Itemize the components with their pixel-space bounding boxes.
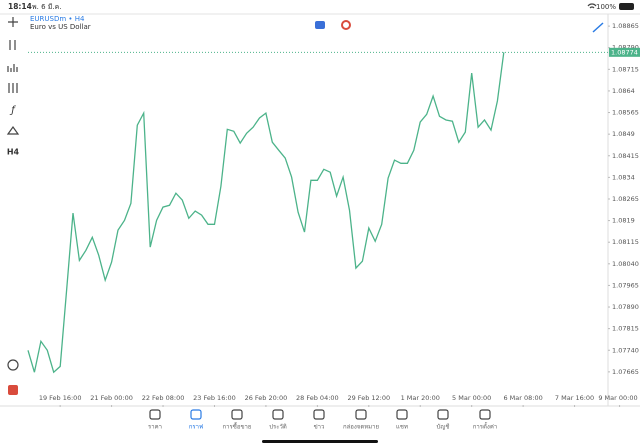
bottom-nav: ราคา กราฟ การซื้อขาย ประวัติ ข่าว กล่องจดหมาย… — [148, 409, 497, 431]
nav-label[interactable]: ราคา — [148, 424, 162, 431]
x-tick-label: 28 Feb 04:00 — [296, 394, 339, 402]
trade-button[interactable] — [8, 385, 18, 395]
history-tool[interactable] — [7, 359, 19, 371]
price-line — [27, 52, 505, 374]
symbol-description: Euro vs US Dollar — [30, 23, 91, 31]
left-toolbar: ƒ H4 — [6, 17, 20, 395]
nav-icon[interactable] — [149, 409, 161, 420]
wifi-icon — [587, 3, 597, 9]
status-time: 18:14 — [8, 2, 32, 11]
nav-icon[interactable] — [313, 409, 325, 420]
x-tick-label: 9 Mar 00:00 — [598, 394, 637, 402]
y-tick-label: 1.08865 — [612, 22, 639, 30]
y-tick-label: 1.08790 — [612, 44, 639, 52]
x-tick-label: 7 Mar 16:00 — [555, 394, 594, 402]
nav-label[interactable]: ข่าว — [314, 424, 325, 431]
y-tick-label: 1.07740 — [612, 346, 639, 354]
x-tick-label: 6 Mar 08:00 — [503, 394, 542, 402]
y-tick-label: 1.0849 — [612, 130, 635, 138]
nav-label[interactable]: บัญชี — [437, 423, 450, 431]
y-tick-label: 1.08040 — [612, 260, 639, 268]
nav-label[interactable]: กล่องจดหมาย — [343, 424, 379, 431]
nav-icon[interactable] — [272, 409, 284, 420]
y-tick-label: 1.08415 — [612, 152, 639, 160]
y-tick-label: 1.08715 — [612, 65, 639, 73]
settings-tool[interactable] — [8, 83, 18, 93]
trade-icon[interactable] — [341, 20, 351, 30]
nav-label[interactable]: แชท — [396, 424, 408, 431]
nav-icon[interactable] — [437, 409, 449, 420]
objects-tool[interactable] — [6, 125, 20, 135]
nav-icon[interactable] — [396, 409, 408, 420]
y-tick-label: 1.07815 — [612, 325, 639, 333]
x-tick-label: 23 Feb 16:00 — [193, 394, 236, 402]
x-tick-label: 22 Feb 08:00 — [142, 394, 185, 402]
symbol-name[interactable]: EURUSDm • H4 — [30, 15, 85, 23]
y-tick-label: 1.07890 — [612, 303, 639, 311]
y-tick-label: 1.08115 — [612, 238, 639, 246]
x-tick-label: 26 Feb 20:00 — [245, 394, 288, 402]
nav-icon[interactable] — [190, 409, 202, 420]
y-tick-label: 1.07965 — [612, 281, 639, 289]
y-tick-label: 1.0834 — [612, 173, 635, 181]
y-tick-label: 1.0819 — [612, 217, 635, 225]
x-tick-label: 19 Feb 16:00 — [39, 394, 82, 402]
nav-label[interactable]: การตั้งค่า — [473, 421, 497, 431]
x-tick-label: 5 Mar 00:00 — [452, 394, 491, 402]
y-tick-label: 1.0864 — [612, 87, 635, 95]
indicators-tool[interactable] — [7, 64, 18, 72]
crosshair-tool[interactable] — [8, 17, 18, 27]
battery-icon — [619, 3, 634, 10]
last-price-box — [609, 47, 640, 57]
chart-type-tool[interactable] — [9, 40, 16, 50]
x-tick-label: 29 Feb 12:00 — [347, 394, 390, 402]
nav-label[interactable]: การซื้อขาย — [223, 421, 252, 431]
toggle-icon[interactable] — [315, 21, 325, 29]
function-tool[interactable]: ƒ — [9, 105, 16, 116]
status-battery: 100% — [596, 3, 616, 11]
y-tick-label: 1.08565 — [612, 109, 639, 117]
x-tick-label: 21 Feb 00:00 — [90, 394, 133, 402]
home-indicator — [262, 440, 378, 443]
nav-label[interactable]: กราฟ — [189, 424, 203, 431]
y-tick-label: 1.07665 — [612, 368, 639, 376]
last-price-label: 1.08774 — [611, 48, 638, 56]
timeframe[interactable]: H4 — [7, 148, 20, 157]
status-date: พ. 6 มี.ค. — [32, 3, 62, 11]
nav-icon[interactable] — [479, 409, 491, 420]
nav-icon[interactable] — [231, 409, 243, 420]
nav-icon[interactable] — [355, 409, 367, 420]
draw-tool[interactable] — [592, 22, 604, 33]
x-tick-label: 1 Mar 20:00 — [401, 394, 440, 402]
nav-label[interactable]: ประวัติ — [269, 424, 287, 431]
y-tick-label: 1.08265 — [612, 195, 639, 203]
